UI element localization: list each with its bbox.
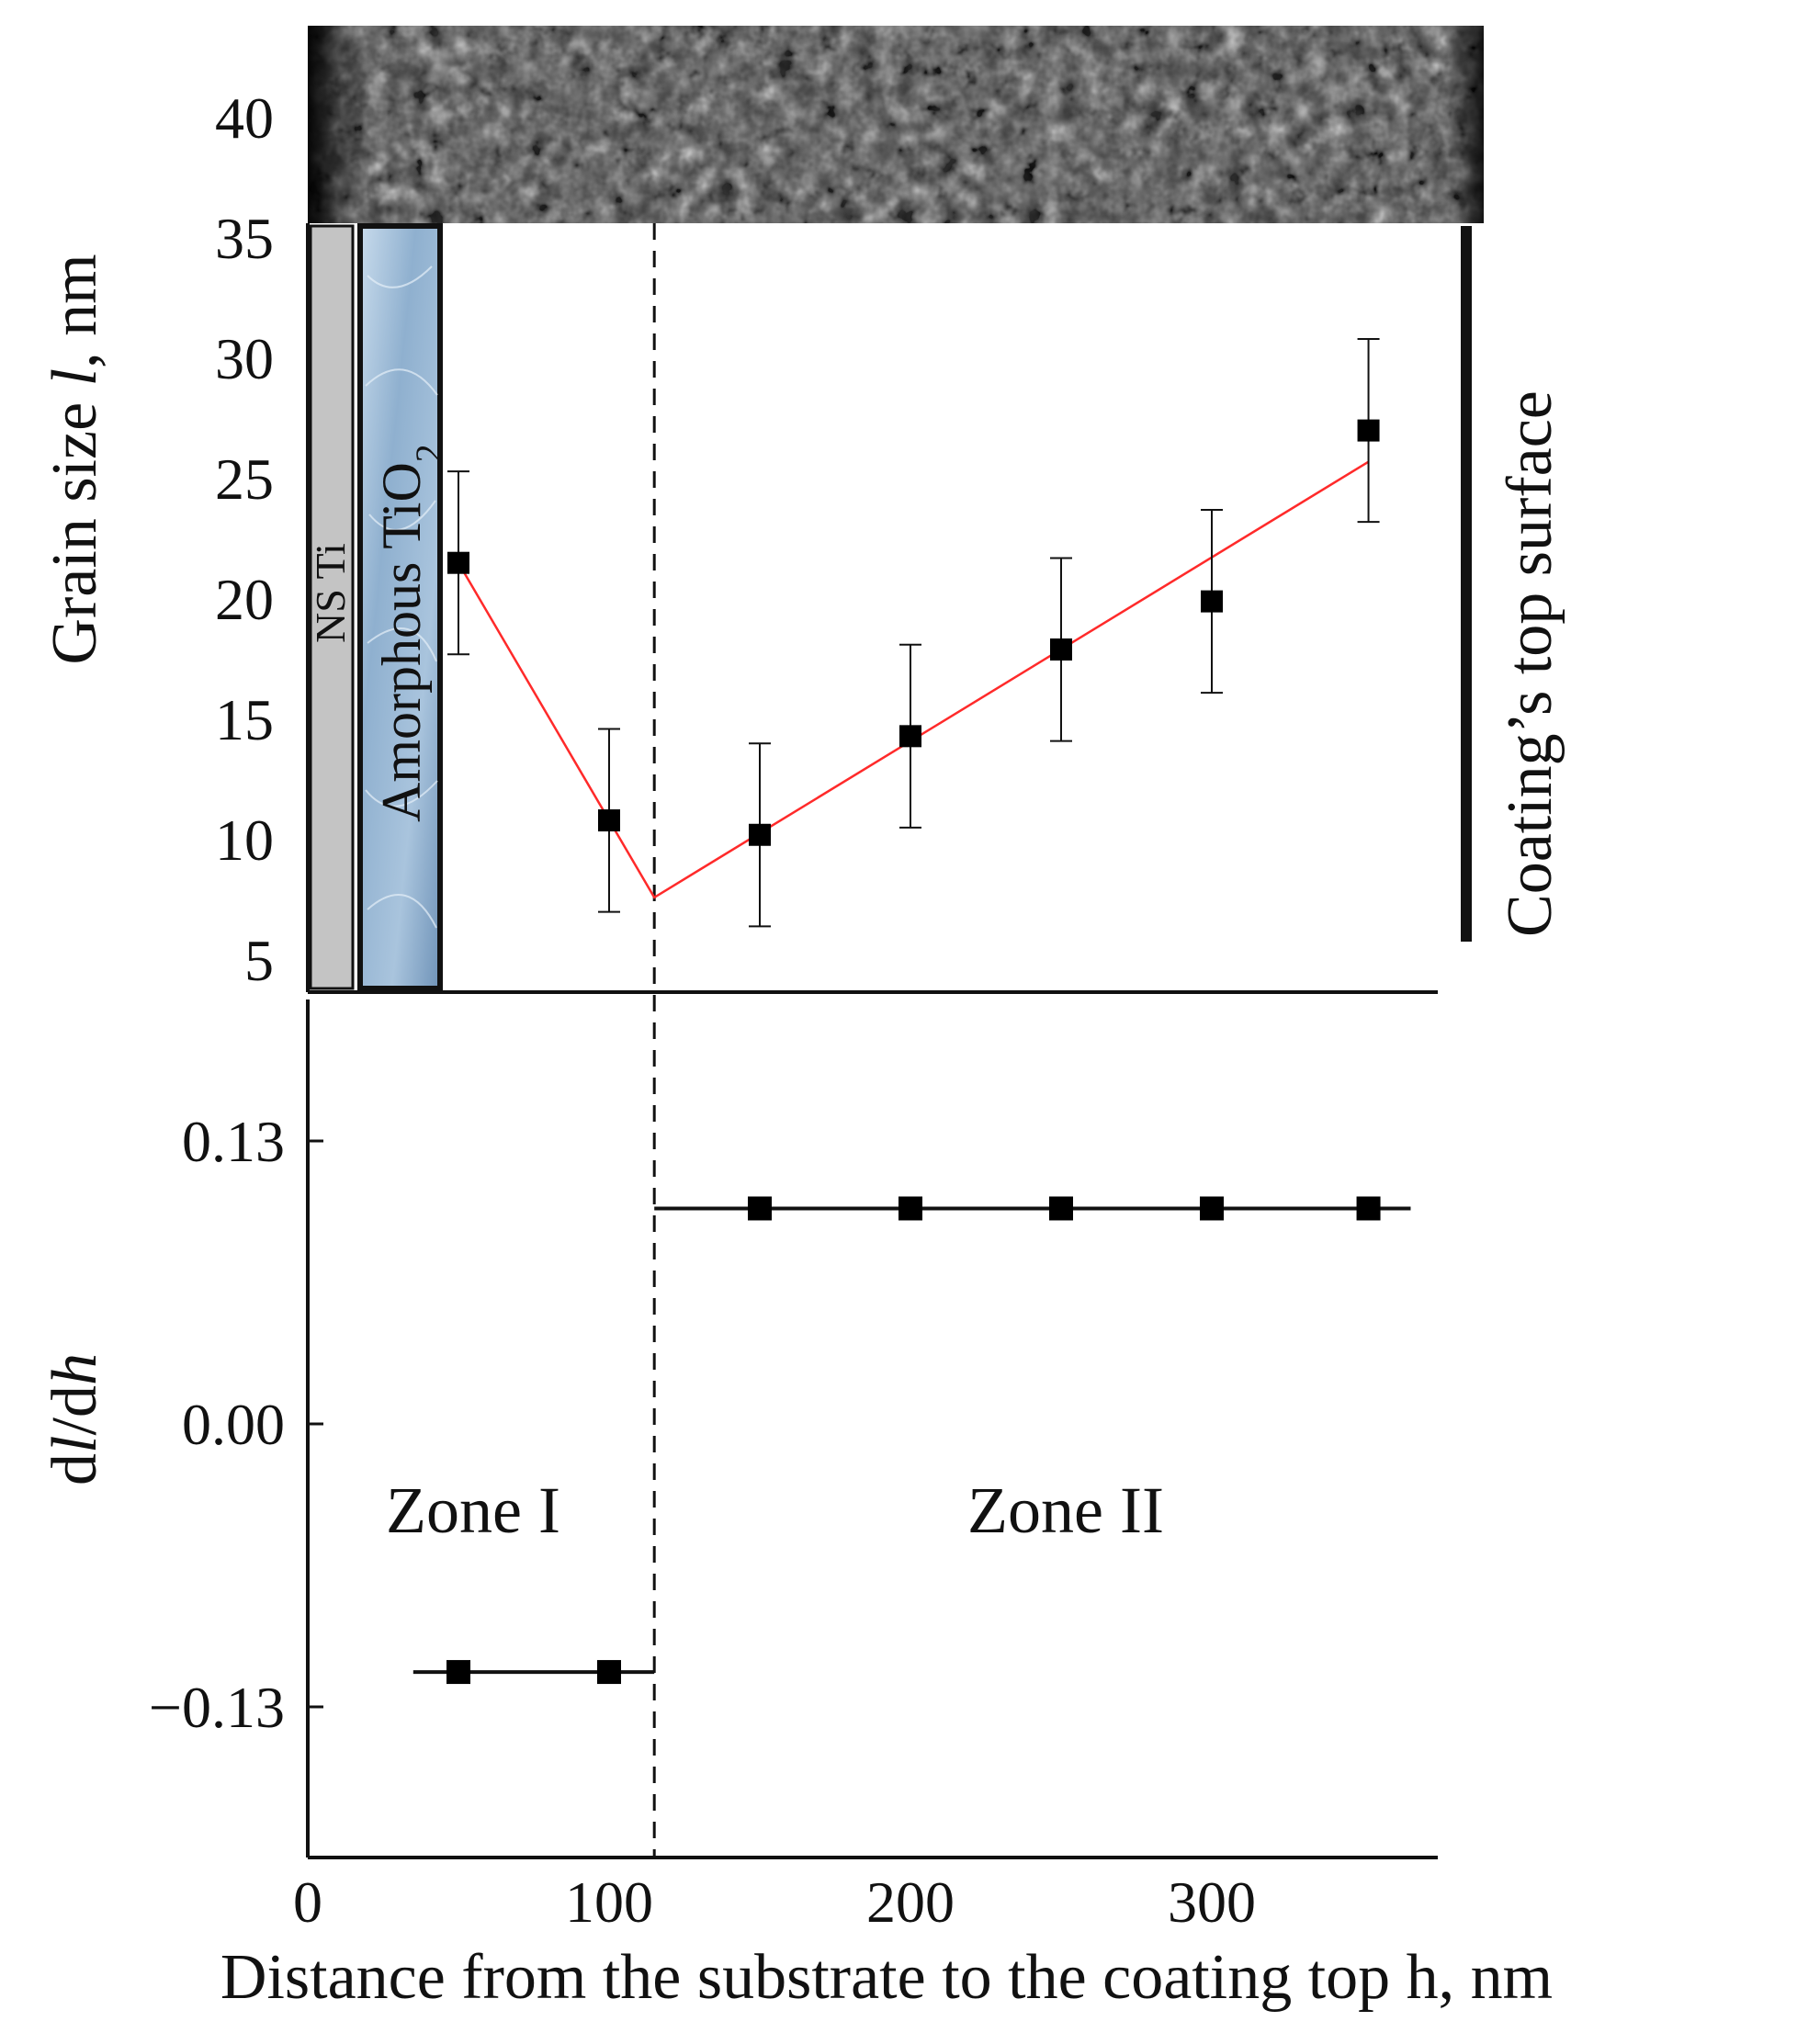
top-y-tick-label: 25: [215, 446, 274, 512]
ns-ti-band: [309, 224, 355, 990]
x-ticks: 0 100 200 300: [293, 1869, 1256, 1935]
derivative-point: [597, 1660, 621, 1685]
amorphous-tio2-band: [357, 223, 443, 991]
x-tick-label: 300: [1168, 1869, 1256, 1935]
derivative-point: [1049, 1196, 1073, 1221]
x-tick-label: 100: [565, 1869, 653, 1935]
bottom-y-tick-label: 0.13: [182, 1109, 285, 1174]
axes: [306, 223, 1438, 1859]
grain-size-point: [749, 823, 771, 846]
amorphous-texture: [365, 265, 438, 929]
top-y-tick-label: 15: [215, 687, 274, 752]
bottom-y-ticks: 0.13 0.00 −0.13: [149, 1109, 323, 1740]
top-surface-label: Coating’s top surface: [1495, 390, 1565, 937]
top-fit-line-group: [457, 460, 1370, 899]
top-y-axis-title: Grain size l, nm: [40, 254, 110, 664]
top-y-tick-label: 10: [215, 807, 274, 873]
grain-size-point: [1357, 419, 1380, 442]
x-axis-title: Distance from the substrate to the coati…: [220, 1942, 1553, 2013]
derivative-point: [446, 1660, 470, 1685]
grain-size-point: [899, 725, 921, 748]
bottom-data-points: [446, 1196, 1381, 1685]
grain-size-point: [1050, 638, 1072, 661]
derivative-point: [1356, 1196, 1381, 1221]
top-data-points: [447, 419, 1380, 846]
derivative-point: [898, 1196, 922, 1221]
grain-size-point: [598, 809, 620, 832]
bottom-series-lines: [413, 1206, 1411, 1675]
bottom-y-axis-title: dl/dh: [40, 1353, 110, 1485]
tem-micrograph-band: [308, 26, 1484, 223]
derivative-point: [748, 1196, 772, 1221]
bottom-y-tick-label: 0.00: [182, 1392, 285, 1457]
top-y-tick-label: 30: [215, 326, 274, 391]
grain-size-point: [1201, 590, 1223, 613]
top-y-tick-label: 40: [215, 85, 274, 151]
x-tick-label: 200: [866, 1869, 955, 1935]
substrate-bands: [309, 223, 443, 991]
bottom-y-tick-label: −0.13: [149, 1675, 285, 1740]
top-y-ticks: 5 10 15 20 25 30 35 40: [215, 85, 274, 993]
top-y-tick-label: 35: [215, 206, 274, 271]
derivative-point: [1200, 1196, 1224, 1221]
grain-size-point: [447, 551, 469, 574]
zone-i-label: Zone I: [386, 1474, 560, 1547]
top-error-bars: [447, 338, 1380, 928]
top-fit-line: [457, 460, 1370, 899]
x-tick-label: 0: [293, 1869, 322, 1935]
top-y-tick-label: 20: [215, 567, 274, 632]
zone-ii-label: Zone II: [967, 1474, 1164, 1547]
amorphous-tio2-label: Amorphous TiO2: [371, 444, 449, 822]
ns-ti-label: NS Ti: [307, 543, 354, 643]
top-y-tick-label: 5: [244, 928, 274, 993]
